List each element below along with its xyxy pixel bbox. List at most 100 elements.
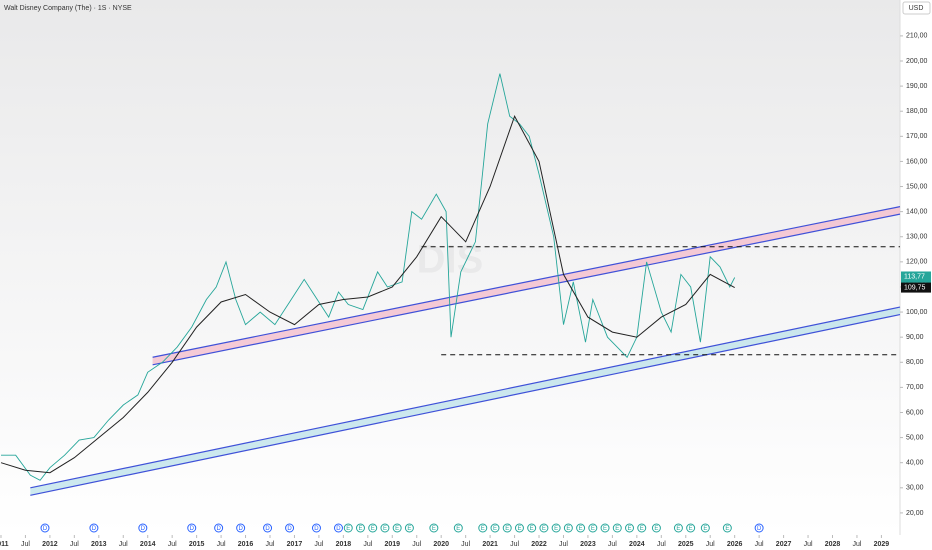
event-marker	[754, 523, 764, 533]
event-label: D	[216, 526, 221, 532]
event-label: E	[542, 526, 546, 532]
x-tick-label: 2028	[825, 541, 841, 548]
title: Walt Disney Company (The) · 1S · NYSE	[4, 5, 132, 12]
event-label: D	[757, 526, 762, 532]
x-tick-label: Jul	[804, 541, 813, 548]
y-tick-label: 40,00	[906, 460, 924, 467]
event-label: E	[703, 526, 707, 532]
event-label: E	[530, 526, 534, 532]
event-marker	[311, 523, 321, 533]
series-line	[1, 73, 736, 481]
event-label: E	[615, 526, 619, 532]
x-tick-label: 2022	[531, 541, 547, 548]
x-tick-label: 2014	[140, 541, 156, 548]
event-label: E	[346, 526, 350, 532]
y-tick-label: 140,00	[906, 208, 928, 215]
event-label: E	[676, 526, 680, 532]
event-marker	[236, 523, 246, 533]
y-tick-label: 20,00	[906, 510, 924, 517]
event-label: E	[481, 526, 485, 532]
event-marker	[576, 523, 586, 533]
event-label: E	[517, 526, 521, 532]
event-label: E	[371, 526, 375, 532]
x-tick-label: 2025	[678, 541, 694, 548]
x-tick-label: Jul	[314, 541, 323, 548]
x-tick-label: 2015	[189, 541, 205, 548]
event-label: E	[383, 526, 387, 532]
last-price-label: 113,77	[904, 273, 925, 280]
event-marker	[527, 523, 537, 533]
event-marker	[429, 523, 439, 533]
event-label: E	[395, 526, 399, 532]
event-label: D	[287, 526, 292, 532]
x-tick-label: 2026	[727, 541, 743, 548]
event-label: E	[654, 526, 658, 532]
x-tick-label: Jul	[21, 541, 30, 548]
channel-fill	[30, 307, 900, 496]
x-tick-label: Jul	[70, 541, 79, 548]
event-marker	[380, 523, 390, 533]
x-tick-label: 2018	[336, 541, 352, 548]
y-tick-label: 120,00	[906, 259, 928, 266]
event-label: E	[493, 526, 497, 532]
event-marker	[637, 523, 647, 533]
event-label: D	[314, 526, 319, 532]
channel-lower	[152, 213, 901, 366]
event-marker	[404, 523, 414, 533]
x-tick-label: Jul	[363, 541, 372, 548]
channel-fill	[152, 206, 900, 365]
event-marker	[214, 523, 224, 533]
x-tick-label: Jul	[608, 541, 617, 548]
last-price-label: 109,75	[904, 284, 926, 291]
series-line	[0, 114, 735, 474]
event-label: D	[43, 526, 48, 532]
x-tick-label: 2027	[776, 541, 792, 548]
x-tick-label: 2012	[42, 541, 58, 548]
x-tick-label: Jul	[266, 541, 275, 548]
x-tick-label: 2023	[580, 541, 596, 548]
x-tick-label: Jul	[559, 541, 568, 548]
event-label: D	[238, 526, 243, 532]
event-label: E	[603, 526, 607, 532]
event-marker	[368, 523, 378, 533]
event-label: E	[689, 526, 693, 532]
currency: USD	[909, 5, 924, 12]
x-tick-label: Jul	[217, 541, 226, 548]
event-marker	[138, 523, 148, 533]
x-tick-label: Jul	[755, 541, 764, 548]
event-marker	[551, 523, 561, 533]
event-marker	[355, 523, 365, 533]
y-tick-label: 150,00	[906, 183, 928, 190]
y-tick-label: 130,00	[906, 234, 928, 241]
y-tick-label: 190,00	[906, 83, 928, 90]
event-label: E	[554, 526, 558, 532]
event-marker	[89, 523, 99, 533]
x-tick-label: Jul	[168, 541, 177, 548]
x-tick-label: Jul	[657, 541, 666, 548]
event-marker	[588, 523, 598, 533]
event-marker	[187, 523, 197, 533]
x-tick-label: 2017	[287, 541, 303, 548]
event-label: D	[92, 526, 97, 532]
x-tick-label: 2020	[433, 541, 449, 548]
event-marker	[453, 523, 463, 533]
event-marker	[625, 523, 635, 533]
x-tick-label: Jul	[461, 541, 470, 548]
event-label: E	[358, 526, 362, 532]
x-tick-label: 2019	[384, 541, 400, 548]
x-tick-label: 2024	[629, 541, 645, 548]
event-label: E	[579, 526, 583, 532]
channel-upper	[152, 206, 901, 358]
event-marker	[722, 523, 732, 533]
plot-bg	[0, 0, 900, 535]
channel-lower	[30, 313, 901, 496]
y-tick-label: 90,00	[906, 334, 924, 341]
event-label: E	[566, 526, 570, 532]
event-label: E	[505, 526, 509, 532]
event-label: E	[628, 526, 632, 532]
y-tick-label: 180,00	[906, 108, 928, 115]
event-label: E	[640, 526, 644, 532]
event-marker	[563, 523, 573, 533]
y-tick-label: 80,00	[906, 359, 924, 366]
